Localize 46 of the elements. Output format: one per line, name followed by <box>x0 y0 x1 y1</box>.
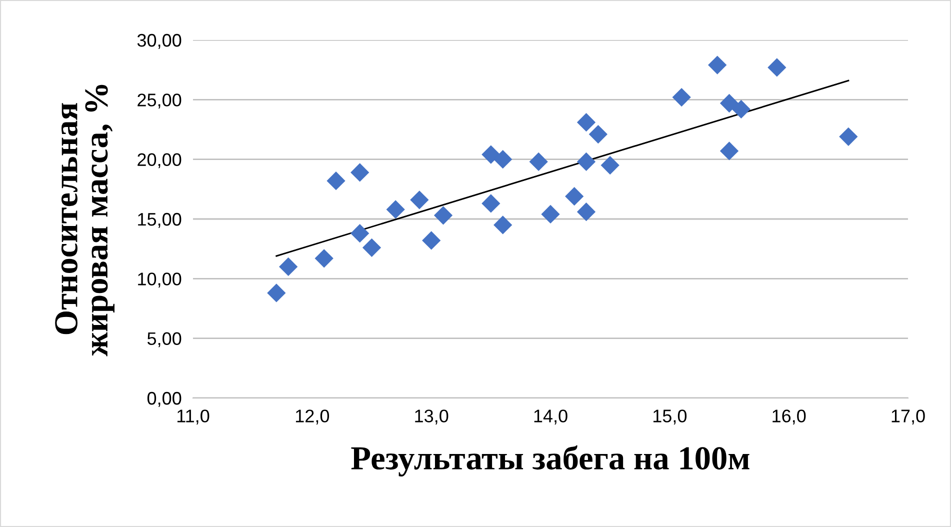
y-tick-label: 15,00 <box>138 212 182 228</box>
point <box>279 257 298 276</box>
x-tick-label: 13,0 <box>415 410 448 425</box>
point <box>576 113 596 132</box>
y-tick-label: 30,00 <box>137 34 182 49</box>
point <box>576 152 596 172</box>
point <box>350 224 370 243</box>
point <box>434 206 453 225</box>
point <box>576 202 596 222</box>
x-axis-title: Результаты забега на 100м <box>351 445 750 476</box>
point <box>565 187 584 206</box>
point <box>267 284 286 302</box>
x-tick-label: 12,0 <box>296 410 330 425</box>
y-tick-label: 10,00 <box>138 272 182 288</box>
point <box>482 194 500 213</box>
y-tick-label: 5,00 <box>147 332 182 348</box>
point <box>494 150 512 169</box>
y-tick-label: 20,00 <box>138 153 182 168</box>
point <box>672 88 691 107</box>
y-tick-label: 25,00 <box>138 94 182 109</box>
point <box>314 249 334 268</box>
x-tick-label: 16,0 <box>772 410 806 425</box>
point <box>720 142 739 160</box>
point <box>720 94 739 113</box>
point <box>482 145 500 164</box>
point <box>326 171 346 190</box>
point <box>529 152 548 172</box>
point <box>350 163 370 182</box>
point <box>839 127 858 146</box>
point <box>422 231 441 250</box>
point <box>732 100 750 119</box>
point <box>410 190 429 210</box>
x-tick-label: 14,0 <box>534 410 568 425</box>
point <box>494 216 512 234</box>
y-tick-label: 0,00 <box>147 392 182 407</box>
point <box>362 238 382 257</box>
y-axis-title: Относительная жировая масса, % <box>55 84 114 356</box>
point <box>768 58 786 77</box>
point <box>386 200 405 219</box>
point <box>708 56 727 74</box>
point <box>541 204 560 224</box>
x-tick-label: 15,0 <box>653 410 687 425</box>
point <box>600 156 620 175</box>
x-tick-label: 17,0 <box>892 410 925 425</box>
point <box>588 124 608 144</box>
x-tick-label: 11,0 <box>177 410 210 425</box>
